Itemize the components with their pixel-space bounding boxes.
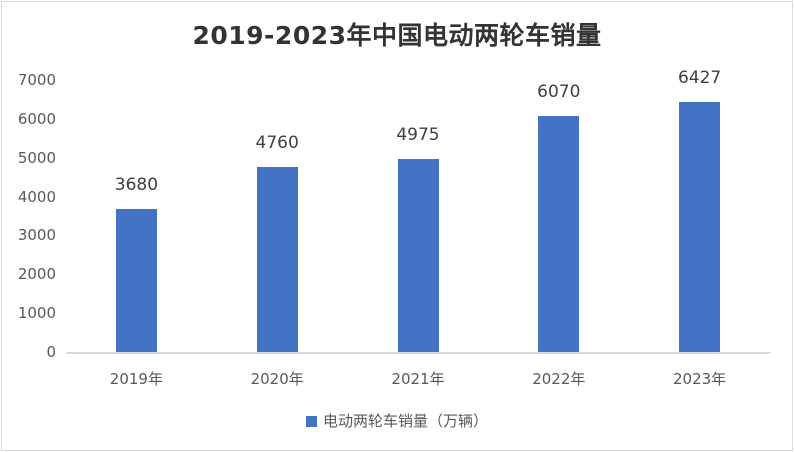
x-tick-label: 2023年: [673, 370, 727, 388]
bar: [115, 209, 157, 352]
bar: [397, 158, 439, 352]
bar: [538, 116, 580, 352]
legend-swatch-icon: [305, 416, 317, 427]
legend: 电动两轮车销量（万辆）: [0, 410, 794, 431]
x-tick-label: 2021年: [391, 370, 445, 388]
y-tick-label: 0: [46, 343, 56, 361]
data-label: 3680: [114, 175, 159, 195]
x-axis-line: [66, 352, 770, 354]
bar: [256, 167, 298, 352]
x-tick-label: 2022年: [532, 370, 586, 388]
legend-label: 电动两轮车销量（万辆）: [322, 412, 488, 430]
data-label: 6070: [537, 82, 581, 103]
data-label: 4975: [396, 124, 440, 145]
y-tick-label: 3000: [17, 226, 56, 245]
y-tick-label: 5000: [17, 148, 56, 167]
y-tick-label: 1000: [17, 304, 56, 323]
data-label: 6427: [677, 68, 722, 89]
data-label: 4760: [255, 133, 299, 154]
bar: [679, 102, 721, 352]
x-tick-label: 2020年: [250, 370, 304, 388]
y-tick-label: 2000: [17, 265, 56, 284]
x-tick-label: 2019年: [109, 370, 163, 388]
y-tick-label: 6000: [17, 109, 56, 128]
chart-title: 2019-2023年中国电动两轮车销量: [192, 21, 602, 50]
y-tick-label: 4000: [17, 187, 56, 206]
y-tick-label: 7000: [17, 71, 56, 89]
